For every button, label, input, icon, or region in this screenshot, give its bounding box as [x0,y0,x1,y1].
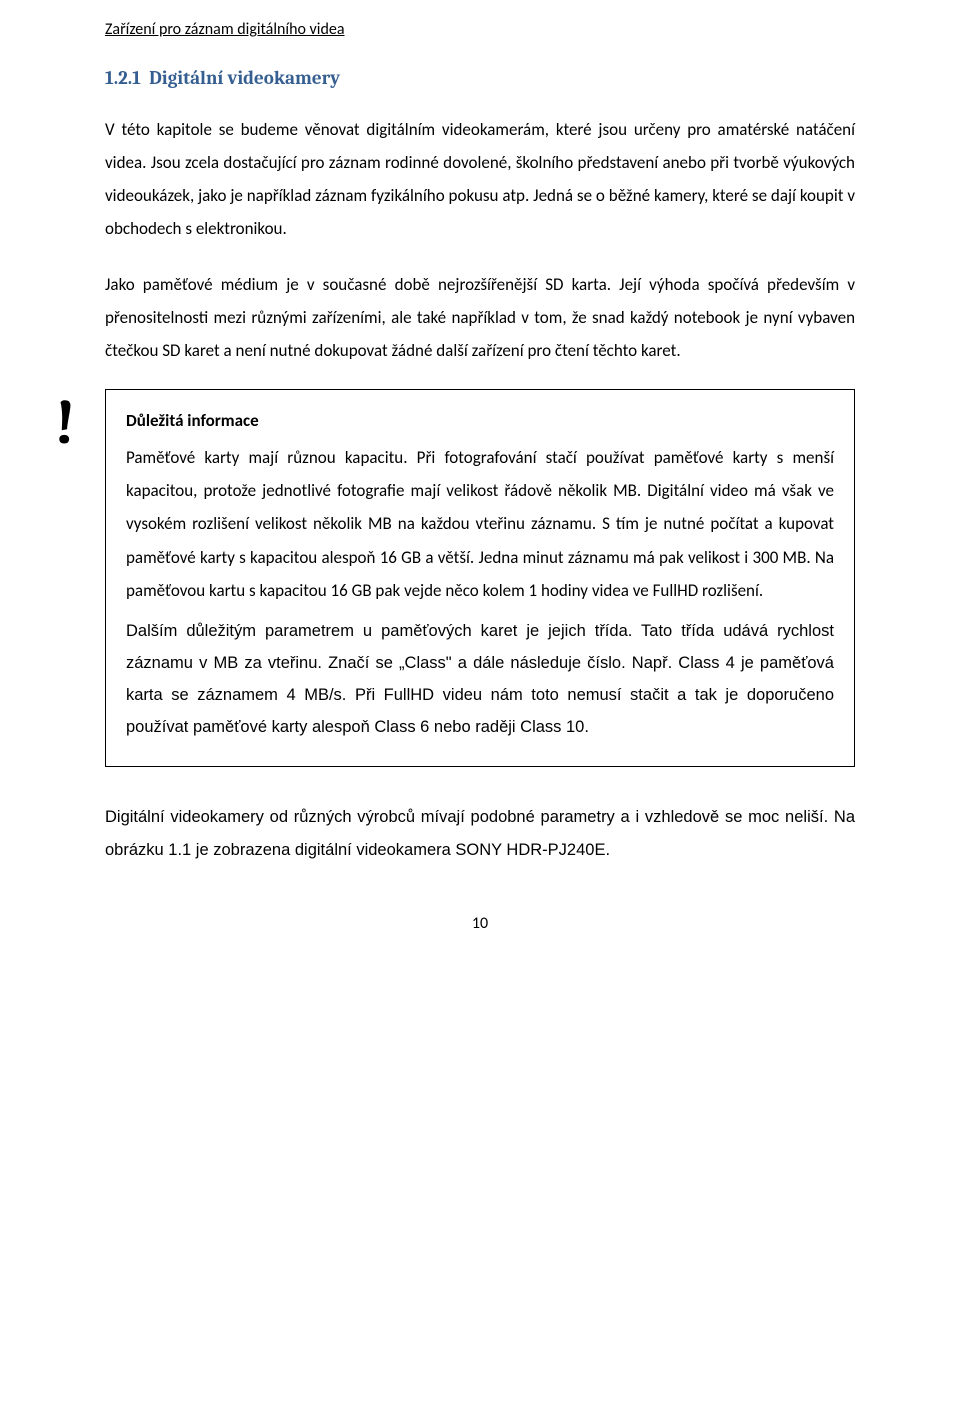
callout-paragraph-1: Paměťové karty mají různou kapacitu. Při… [126,441,834,607]
section-heading: 1.2.1 Digitální videokamery [105,67,855,89]
page-number: 10 [105,914,855,933]
callout-box: Důležitá informace Paměťové karty mají r… [105,389,855,767]
body-paragraph-1: V této kapitole se budeme věnovat digitá… [105,113,855,246]
running-header: Zařízení pro záznam digitálního videa [105,20,855,39]
callout-row: ! Důležitá informace Paměťové karty mají… [43,389,855,767]
exclamation-glyph: ! [55,393,76,453]
closing-paragraph: Digitální videokamery od různých výrobců… [105,801,855,869]
section-number: 1.2.1 [105,67,141,89]
body-paragraph-2: Jako paměťové médium je v současné době … [105,268,855,367]
callout-paragraph-2: Dalším důležitým parametrem u paměťových… [126,615,834,744]
page-container: Zařízení pro záznam digitálního videa 1.… [0,0,960,973]
exclamation-icon: ! [43,393,87,453]
section-title: Digitální videokamery [149,67,340,89]
callout-title: Důležitá informace [126,404,834,437]
